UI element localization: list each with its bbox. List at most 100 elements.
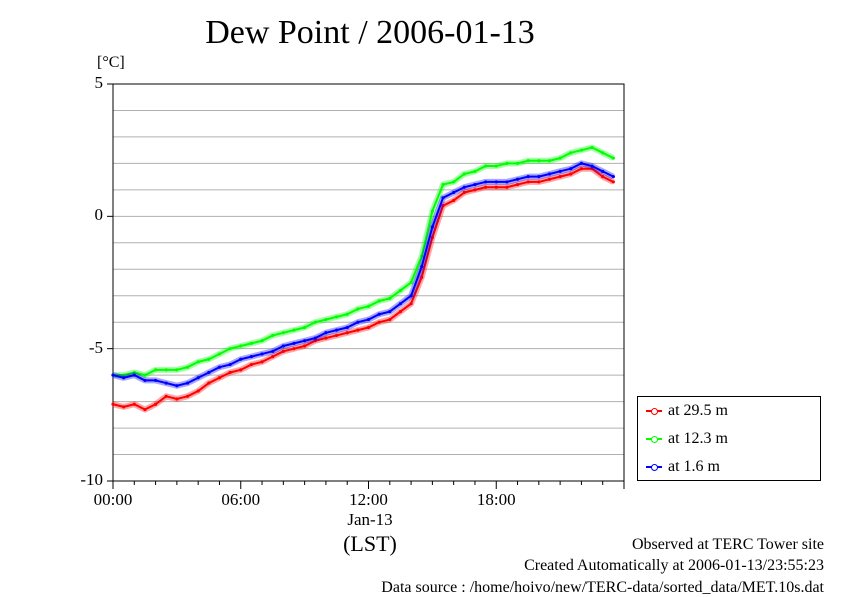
data-point	[260, 339, 264, 343]
data-point	[313, 320, 317, 324]
data-point	[271, 333, 275, 338]
y-tick-label: -5	[88, 337, 103, 357]
data-point	[122, 405, 126, 409]
data-point	[441, 204, 445, 208]
legend-swatch	[646, 464, 662, 471]
legend-swatch	[646, 408, 662, 415]
data-point	[526, 175, 530, 179]
data-point	[228, 362, 232, 367]
data-point	[143, 407, 147, 412]
data-point	[409, 280, 413, 285]
footer-site: Observed at TERC Tower site	[631, 536, 824, 553]
data-point	[356, 320, 360, 324]
data-point	[228, 370, 232, 375]
data-point	[611, 175, 615, 179]
x-axis-date-label: Jan-13	[347, 510, 393, 529]
data-point	[462, 172, 466, 176]
data-point	[430, 209, 434, 213]
data-point	[558, 175, 562, 179]
legend-item: at 12.3 m	[646, 429, 728, 449]
data-point	[271, 349, 275, 353]
data-point	[239, 357, 243, 361]
data-point	[494, 164, 498, 168]
data-point	[526, 180, 530, 184]
data-point	[281, 331, 285, 335]
data-point	[111, 402, 115, 406]
data-point	[398, 302, 403, 306]
y-axis-unit-label: [°C]	[97, 54, 125, 71]
data-point	[601, 169, 605, 173]
data-point	[122, 376, 126, 380]
data-point	[228, 347, 232, 351]
legend-label: at 29.5 m	[668, 402, 728, 419]
series-line-0	[112, 167, 614, 411]
data-point	[164, 394, 168, 398]
data-point	[207, 370, 211, 375]
data-point	[217, 352, 222, 356]
data-point	[441, 196, 445, 200]
data-point	[388, 317, 392, 322]
legend-label: at 12.3 m	[668, 430, 728, 447]
data-point	[601, 151, 605, 155]
data-point	[324, 331, 328, 335]
data-point	[430, 235, 434, 240]
data-point	[196, 360, 200, 364]
data-point	[452, 180, 456, 184]
y-tick-label: 0	[94, 205, 104, 225]
data-point	[334, 315, 339, 319]
series-line-2	[112, 162, 614, 387]
data-point	[111, 373, 115, 377]
data-point	[164, 368, 168, 372]
data-point	[334, 333, 339, 338]
data-point	[175, 368, 179, 372]
data-point	[377, 312, 381, 316]
data-point	[484, 180, 488, 184]
data-point	[537, 180, 541, 184]
data-point	[409, 294, 413, 298]
data-point	[196, 376, 200, 380]
data-point	[292, 347, 296, 351]
footer-created: Created Automatically at 2006-01-13/23:5…	[524, 557, 824, 574]
data-point	[569, 167, 573, 171]
data-point	[207, 357, 211, 361]
x-tick-label: 00:00	[93, 490, 133, 509]
data-point	[579, 148, 584, 152]
x-tick-label: 12:00	[349, 490, 388, 509]
data-point	[345, 331, 349, 335]
data-point	[324, 317, 328, 322]
x-tick-label: 18:00	[476, 490, 516, 509]
plot-frame	[112, 83, 625, 482]
x-axis-label: (LST)	[343, 531, 397, 556]
data-point	[441, 182, 445, 187]
data-point	[249, 341, 253, 345]
data-point	[505, 180, 509, 184]
footer-source: Data source : /home/hoivo/new/TERC-data/…	[381, 579, 824, 596]
data-point	[398, 288, 403, 293]
data-point	[122, 373, 126, 377]
data-point	[324, 336, 328, 340]
legend-item: at 29.5 m	[646, 401, 728, 421]
data-point	[356, 328, 360, 332]
data-point	[377, 320, 381, 324]
data-point	[494, 180, 498, 184]
data-point	[175, 384, 179, 388]
data-point	[494, 185, 498, 189]
data-point	[143, 373, 147, 377]
data-point	[334, 328, 339, 332]
series-line-1	[113, 146, 614, 377]
data-point	[185, 394, 190, 398]
legend-item: at 1.6 m	[646, 457, 720, 477]
data-point	[153, 378, 158, 383]
data-point	[175, 397, 179, 401]
series-band-0	[112, 165, 615, 413]
data-point	[515, 177, 520, 181]
chart-title: Dew Point / 2006-01-13	[205, 14, 535, 51]
data-point	[473, 169, 477, 173]
data-point	[558, 169, 562, 173]
data-point	[281, 349, 285, 353]
data-point	[611, 156, 615, 160]
data-point	[579, 161, 584, 165]
data-point	[132, 373, 136, 377]
data-point	[515, 182, 520, 187]
